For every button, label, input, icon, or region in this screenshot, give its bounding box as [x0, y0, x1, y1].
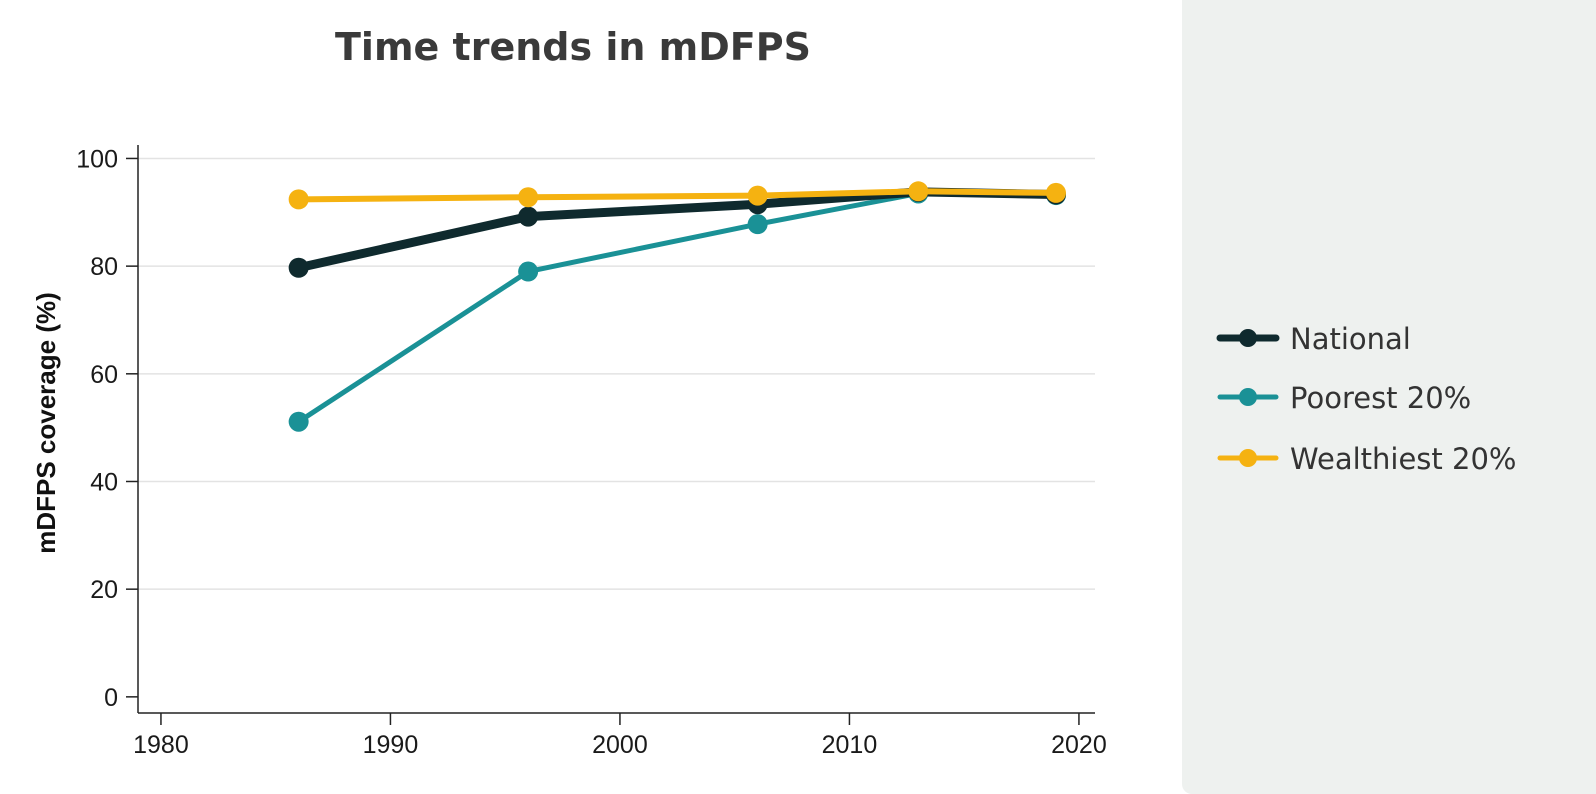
y-axis-label: mDFPS coverage (%) [31, 292, 61, 554]
series-line [296, 190, 1059, 425]
y-tick-label-60: 60 [90, 361, 118, 389]
data-point [288, 257, 309, 278]
grid-lines [138, 157, 1095, 590]
axes: 0 20 40 60 80 100 1980 1990 2000 2010 2020 [76, 145, 1107, 759]
legend-swatch-marker [1239, 449, 1257, 467]
chart-title: Time trends in mDFPS [335, 25, 811, 69]
x-tick-label-2020: 2020 [1051, 731, 1107, 759]
series-line [294, 187, 1061, 273]
data-point [288, 411, 309, 432]
legend: National Poorest 20% Wealthiest 20% [1216, 322, 1516, 476]
data-point [747, 214, 768, 235]
legend-label: Wealthiest 20% [1290, 442, 1516, 476]
series-lines [288, 181, 1066, 432]
legend-item-national: National [1216, 322, 1411, 356]
data-point [747, 185, 768, 206]
legend-item-poorest-20-: Poorest 20% [1217, 381, 1471, 415]
legend-swatch-marker [1239, 329, 1257, 347]
data-point [518, 261, 539, 282]
x-tick-label-1990: 1990 [363, 731, 419, 759]
y-tick-label-80: 80 [90, 253, 118, 281]
legend-item-wealthiest-20-: Wealthiest 20% [1217, 442, 1516, 476]
y-tick-label-20: 20 [90, 576, 118, 604]
legend-swatch-marker [1239, 388, 1257, 406]
x-tick-label-1980: 1980 [133, 731, 189, 759]
x-tick-label-2010: 2010 [822, 731, 878, 759]
y-tick-label-0: 0 [104, 684, 118, 712]
data-point [288, 189, 309, 210]
y-tick-label-40: 40 [90, 468, 118, 496]
data-point [1045, 182, 1066, 203]
series-poorest-20- [288, 183, 1066, 432]
data-point [518, 187, 539, 208]
data-point [908, 181, 929, 202]
x-tick-label-2000: 2000 [592, 731, 648, 759]
data-point [518, 206, 539, 227]
series-wealthiest-20- [288, 181, 1066, 210]
legend-label: National [1290, 322, 1411, 356]
y-tick-label-100: 100 [76, 145, 118, 173]
legend-label: Poorest 20% [1290, 381, 1471, 415]
